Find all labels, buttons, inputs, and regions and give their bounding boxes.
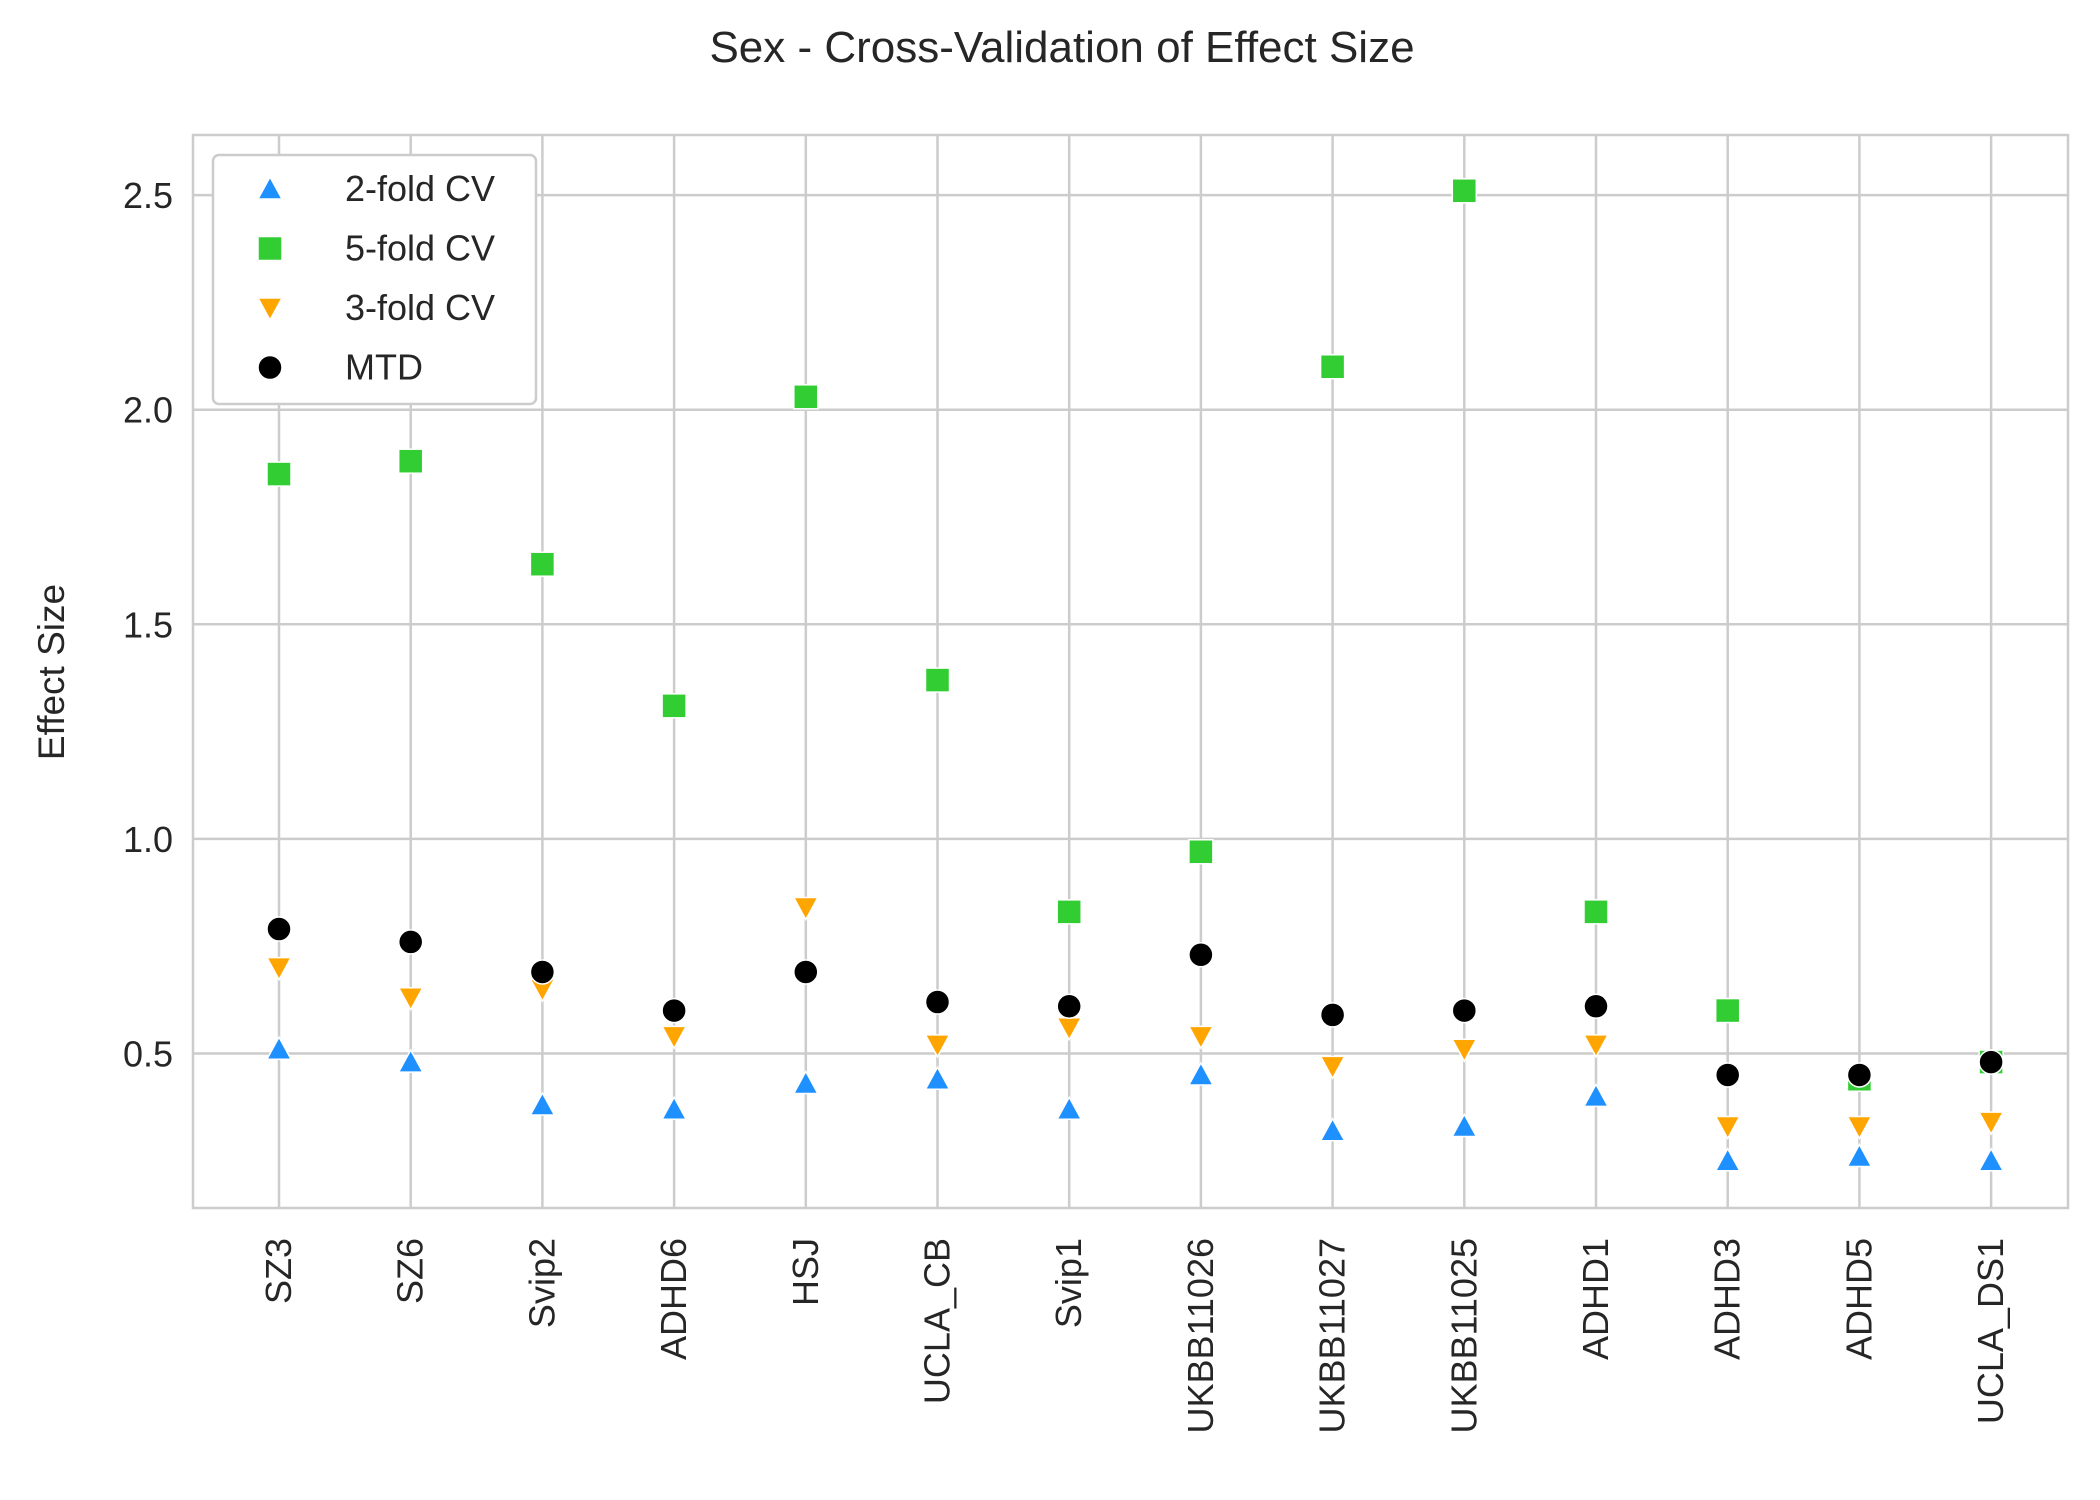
2-fold-cv-point	[1055, 1095, 1083, 1121]
data-points	[265, 178, 2005, 1172]
3-fold-cv-point	[1055, 1016, 1083, 1042]
legend-marker-mtd	[257, 354, 283, 381]
3-fold-cv-point	[1319, 1055, 1346, 1080]
legend-marker-3-fold-cv	[256, 297, 284, 322]
x-tick-label: Svip2	[521, 1238, 562, 1328]
mtd-point	[661, 997, 687, 1024]
y-tick-label: 1.5	[123, 604, 173, 645]
2-fold-cv-point	[265, 1035, 293, 1060]
mtd-point	[924, 989, 951, 1015]
5-fold-cv-point	[266, 461, 292, 487]
x-tick-label: HSJ	[785, 1238, 826, 1306]
y-tick-label: 2.0	[123, 390, 173, 431]
y-tick-label: 2.5	[123, 175, 173, 216]
5-fold-cv-point	[924, 667, 951, 693]
plot-frame	[191, 133, 2070, 1210]
x-tick-label: UCLA_CB	[917, 1238, 958, 1404]
mtd-point	[1978, 1049, 2004, 1075]
x-tick-label: SZ3	[258, 1238, 299, 1304]
x-tick-label: Svip1	[1048, 1238, 1089, 1328]
3-fold-cv-point	[924, 1034, 951, 1059]
legend: 2-fold CV 5-fold CV 3-fold CV MTD	[211, 153, 538, 406]
x-tick-label: UCLA_DS1	[1970, 1238, 2011, 1424]
5-fold-cv-point	[661, 693, 687, 719]
2-fold-cv-point	[1451, 1112, 1478, 1138]
5-fold-cv-point	[529, 551, 556, 577]
mtd-point	[793, 959, 819, 985]
x-tick-label: ADHD6	[653, 1238, 694, 1360]
5-fold-cv-point	[1714, 997, 1741, 1024]
3-fold-cv-point	[1977, 1111, 2005, 1136]
mtd-point	[1583, 993, 1609, 1020]
5-fold-cv-point	[1188, 839, 1214, 865]
mtd-point	[1056, 993, 1082, 1020]
3-fold-cv-point	[1846, 1115, 1873, 1141]
mtd-point	[529, 959, 556, 985]
x-tick-label: SZ6	[390, 1238, 431, 1304]
2-fold-cv-point	[924, 1065, 951, 1090]
x-tick-label: UKBB11026	[1180, 1238, 1221, 1433]
2-fold-cv-point	[1187, 1061, 1215, 1086]
2-fold-cv-point	[529, 1091, 556, 1116]
x-tick-label: ADHD1	[1575, 1238, 1616, 1360]
2-fold-cv-point	[1319, 1117, 1346, 1142]
2-fold-cv-point	[1714, 1147, 1741, 1172]
mtd-point	[1714, 1062, 1741, 1088]
mtd-point	[1188, 942, 1214, 968]
legend-marker-5-fold-cv	[257, 235, 283, 262]
2-fold-cv-point	[792, 1069, 820, 1095]
mtd-point	[1846, 1062, 1873, 1088]
chart-title: Sex - Cross-Validation of Effect Size	[709, 23, 1414, 72]
legend-marker-2-fold-cv	[256, 175, 284, 200]
3-fold-cv-point	[1187, 1025, 1215, 1050]
y-axis-title: Effect Size	[31, 584, 72, 760]
legend-label-2-fold-cv: 2-fold CV	[345, 168, 495, 209]
2-fold-cv-point	[397, 1048, 424, 1073]
3-fold-cv-point	[1582, 1034, 1610, 1059]
y-axis-ticks: 0.5 1.0 1.5 2.0 2.5	[123, 175, 173, 1074]
3-fold-cv-point	[792, 896, 820, 922]
x-tick-label: ADHD3	[1707, 1238, 1748, 1360]
x-tick-label: UKBB11025	[1443, 1238, 1484, 1433]
5-fold-cv-point	[397, 448, 424, 474]
x-axis-ticks: SZ3 SZ6 Svip2 ADHD6 HSJ UCLA_CB Svip1 UKBB11026…	[258, 1238, 2011, 1433]
3-fold-cv-point	[397, 986, 424, 1012]
3-fold-cv-point	[1714, 1115, 1741, 1141]
2-fold-cv-point	[1977, 1147, 2005, 1172]
mtd-point	[397, 929, 424, 955]
2-fold-cv-point	[660, 1095, 688, 1121]
mtd-point	[1319, 1002, 1346, 1028]
x-tick-label: UKBB11027	[1312, 1238, 1353, 1433]
5-fold-cv-point	[1056, 899, 1082, 925]
3-fold-cv-point	[660, 1025, 688, 1050]
legend-label-3-fold-cv: 3-fold CV	[345, 287, 495, 328]
2-fold-cv-point	[1846, 1142, 1873, 1168]
5-fold-cv-point	[1583, 899, 1609, 925]
2-fold-cv-point	[1582, 1082, 1610, 1108]
x-tick-label: ADHD5	[1838, 1238, 1879, 1360]
5-fold-cv-point	[793, 384, 819, 410]
mtd-point	[266, 916, 292, 942]
mtd-point	[1451, 997, 1478, 1024]
3-fold-cv-point	[1451, 1038, 1478, 1063]
3-fold-cv-point	[265, 956, 293, 982]
5-fold-cv-point	[1451, 178, 1478, 204]
legend-label-mtd: MTD	[345, 347, 423, 388]
legend-frame	[211, 153, 538, 406]
5-fold-cv-point	[1319, 354, 1346, 380]
y-tick-label: 0.5	[123, 1033, 173, 1074]
y-tick-label: 1.0	[123, 819, 173, 860]
legend-label-5-fold-cv: 5-fold CV	[345, 228, 495, 269]
